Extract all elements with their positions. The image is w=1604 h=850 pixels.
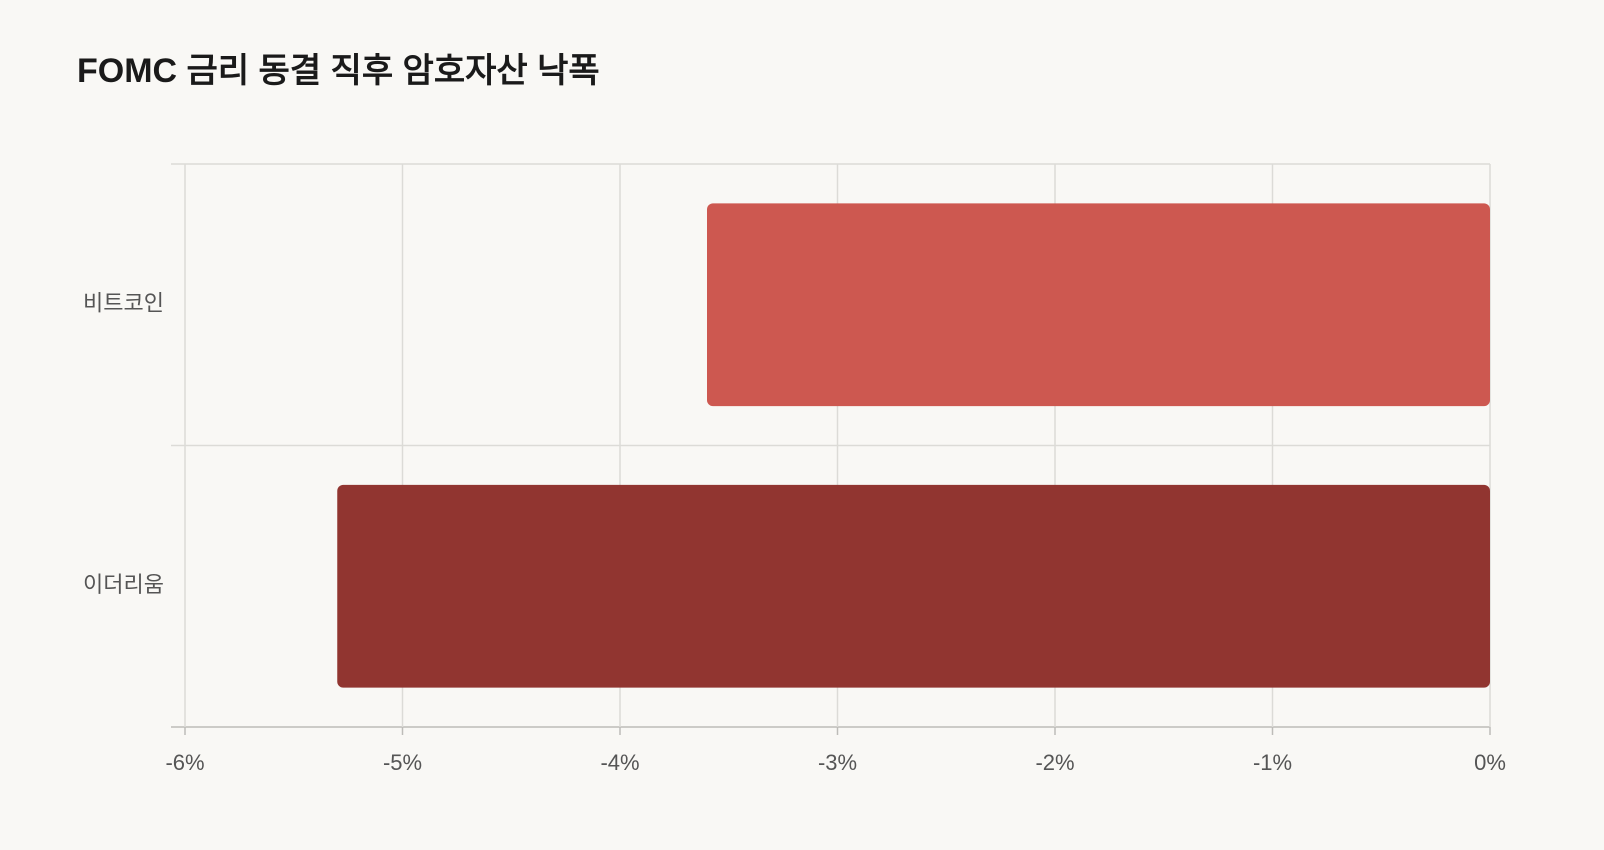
x-tick-label: 0% [1474,750,1506,775]
x-tick-label: -6% [165,750,204,775]
bar [337,484,1490,688]
chart-title: FOMC 금리 동결 직후 암호자산 낙폭 [77,52,600,90]
x-tick-label: -5% [383,750,422,775]
y-tick-label: 이더리움 [83,572,164,597]
bar [707,203,1490,407]
x-tick-label: -4% [600,750,639,775]
x-tick-label: -1% [1253,750,1292,775]
x-tick-label: -3% [818,750,857,775]
x-tick-label: -2% [1035,750,1074,775]
y-tick-label: 비트코인 [83,291,164,316]
